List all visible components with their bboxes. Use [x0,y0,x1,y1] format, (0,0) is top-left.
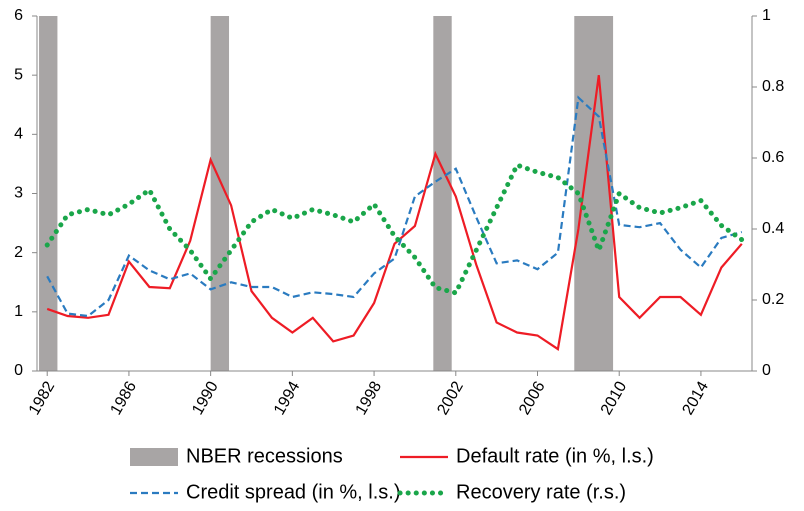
legend-label: Recovery rate (r.s.) [456,481,626,503]
y2-tick-label: 0.6 [762,149,784,166]
y-tick-label: 2 [14,244,23,261]
recession-band [574,16,614,371]
x-tick-label: 1998 [353,379,386,418]
y-tick-label: 1 [14,303,23,320]
y-tick-label: 3 [14,185,23,202]
x-tick-label: 1986 [108,379,141,418]
x-tick-label: 2010 [598,379,631,418]
legend-label: Credit spread (in %, l.s.) [186,481,401,503]
y-tick-label: 5 [14,66,23,83]
x-tick-label: 1990 [189,379,222,418]
series-line [44,162,745,296]
x-tick-label: 1994 [271,379,304,418]
y-tick-label: 6 [14,7,23,24]
recession-band [433,16,452,371]
y2-tick-label: 0.8 [762,78,784,95]
legend-label: NBER recessions [186,445,343,467]
recession-band [39,16,58,371]
y-tick-label: 4 [14,126,23,143]
x-tick-label: 2006 [516,379,549,418]
x-tick-label: 2002 [434,379,467,418]
x-tick-label: 1982 [26,379,59,418]
legend-label: Default rate (in %, l.s.) [456,445,654,467]
y-tick-label: 0 [14,362,23,379]
y2-tick-label: 0.4 [762,220,784,237]
y2-tick-label: 1 [762,7,771,24]
series-line [46,95,743,318]
recession-band [210,16,230,371]
y2-tick-label: 0 [762,362,771,379]
y2-tick-label: 0.2 [762,291,784,308]
legend-swatch [130,448,178,466]
series-line [46,75,743,351]
x-tick-label: 2014 [680,379,713,418]
